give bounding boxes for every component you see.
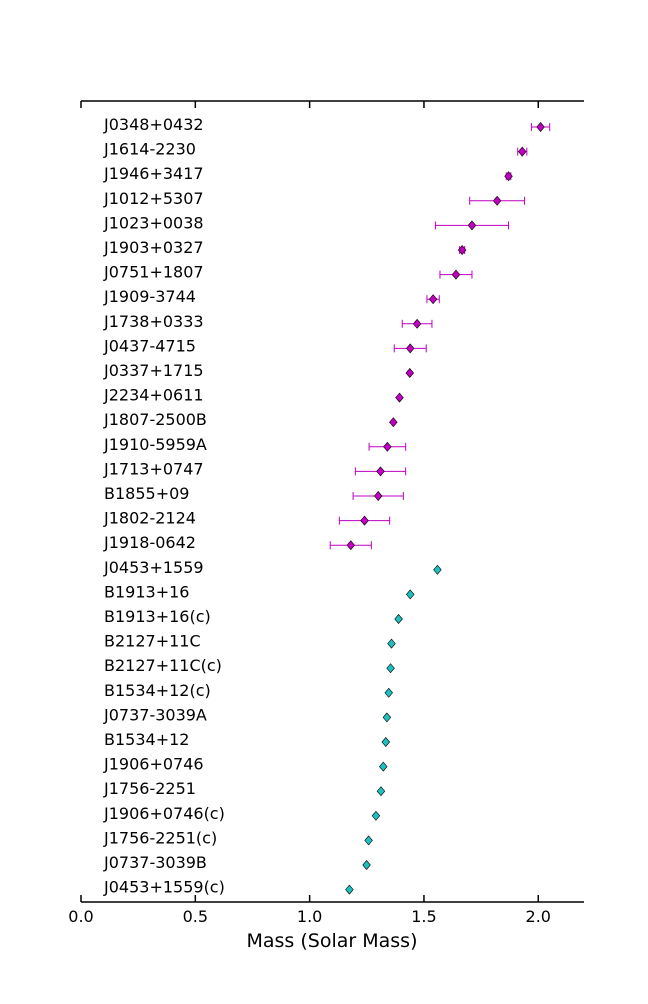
pulsar-label: J1738+0333 — [103, 312, 204, 331]
pulsar-label: J0437-4715 — [103, 336, 196, 355]
pulsar-label: J0453+1559 — [103, 558, 204, 577]
x-ticks: 0.0 0.5 1.0 1.5 2.0 — [68, 101, 551, 926]
pulsar-label: J1909-3744 — [103, 287, 196, 306]
pulsar-label: B2127+11C — [104, 632, 201, 651]
x-tick-label: 1.0 — [297, 907, 322, 926]
x-tick-label: 2.0 — [526, 907, 551, 926]
x-tick-label: 0.5 — [183, 907, 208, 926]
pulsar-label: J0348+0432 — [103, 115, 204, 134]
pulsar-label: B1913+16 — [104, 582, 189, 601]
data-point — [345, 884, 354, 895]
pulsar-label: J0337+1715 — [103, 361, 204, 380]
data-point — [492, 195, 502, 206]
data-point — [376, 786, 386, 797]
pulsar-label: J1802-2124 — [103, 509, 196, 528]
data-point — [467, 220, 477, 231]
pulsar-label: J1012+5307 — [103, 189, 204, 208]
x-tick-label: 0.0 — [68, 907, 93, 926]
data-point — [518, 146, 527, 157]
pulsar-label: J1756-2251 — [103, 779, 196, 798]
data-point — [457, 245, 467, 255]
data-point — [346, 540, 356, 551]
data-point — [405, 368, 414, 378]
pulsar-label: J0737-3039B — [103, 853, 207, 872]
data-point — [374, 491, 383, 501]
data-point — [433, 564, 442, 575]
x-axis-title: Mass (Solar Mass) — [247, 930, 418, 952]
data-point — [451, 269, 461, 280]
pulsar-label: J0453+1559(c) — [103, 878, 225, 897]
data-point — [381, 737, 390, 747]
data-point — [406, 343, 415, 354]
pulsar-label: J0737-3039A — [103, 705, 207, 724]
pulsar-label: J1906+0746(c) — [103, 804, 225, 823]
data-point — [504, 171, 513, 182]
data-marks — [329, 122, 551, 895]
pulsar-label: J1756-2251(c) — [103, 828, 217, 847]
data-point — [386, 663, 395, 674]
data-point — [364, 835, 373, 846]
pulsar-label: J1903+0327 — [103, 238, 204, 257]
pulsar-label: B1855+09 — [104, 484, 189, 503]
data-point — [394, 614, 403, 624]
pulsar-label: J1614-2230 — [103, 140, 196, 159]
data-point — [412, 318, 422, 329]
data-point — [428, 294, 438, 305]
pulsar-label: J0751+1807 — [103, 263, 204, 282]
pulsar-label: B1913+16(c) — [104, 607, 211, 626]
pulsar-label: J1910-5959A — [103, 435, 207, 454]
pulsar-label: J1918-0642 — [103, 533, 196, 552]
data-point — [360, 515, 369, 526]
pulsar-label: J1023+0038 — [103, 213, 204, 232]
data-point — [376, 466, 385, 477]
data-point — [395, 392, 404, 403]
pulsar-label: B1534+12 — [104, 730, 189, 749]
pulsar-label: J2234+0611 — [103, 386, 204, 405]
pulsar-labels: J0348+0432 J1614-2230 J1946+3417 J1012+5307… — [103, 115, 225, 897]
pulsar-label: B1534+12(c) — [104, 681, 211, 700]
pulsar-label: J1713+0747 — [103, 459, 204, 478]
data-point — [536, 122, 545, 132]
data-point — [389, 417, 398, 428]
data-point — [384, 687, 393, 698]
pulsar-label: J1946+3417 — [103, 164, 204, 183]
data-point — [387, 638, 396, 649]
data-point — [379, 761, 388, 772]
pulsar-label: B2127+11C(c) — [104, 656, 222, 675]
pulsar-label: J1807-2500B — [103, 410, 207, 429]
x-tick-label: 1.5 — [411, 907, 436, 926]
data-point — [371, 810, 381, 821]
data-point — [362, 860, 371, 870]
data-point — [406, 589, 415, 600]
data-point — [382, 712, 392, 723]
pulsar-label: J1906+0746 — [103, 755, 204, 774]
data-point — [383, 441, 392, 452]
